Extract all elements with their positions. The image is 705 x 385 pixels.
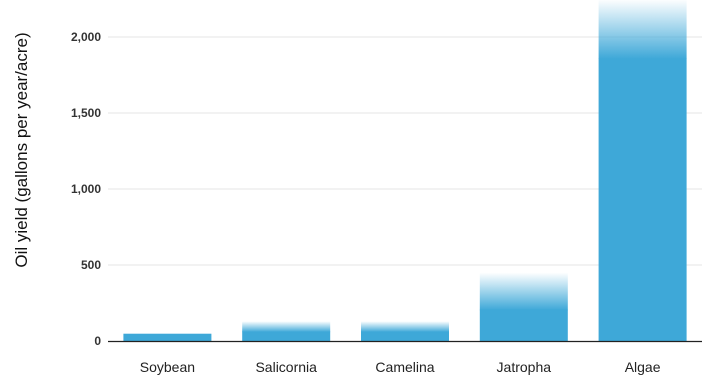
y-tick-label: 1,500: [71, 106, 101, 120]
bar-body: [361, 331, 449, 341]
bar: [479, 272, 568, 341]
bar-fade: [361, 321, 449, 333]
y-tick-label: 2,000: [71, 30, 101, 44]
bar-body: [479, 309, 568, 341]
bar: [598, 0, 687, 341]
bar-body: [598, 58, 687, 341]
y-axis-label: Oil yield (gallons per year/acre): [12, 32, 31, 267]
x-tick-label: Jatropha: [497, 359, 552, 375]
bar: [361, 321, 449, 341]
bar: [242, 321, 331, 341]
bar-body: [242, 331, 331, 341]
bar-fade: [479, 272, 568, 311]
x-tick-labels: Soybean Salicornia Camelina Jatropha Algae: [140, 359, 661, 375]
y-tick-label: 500: [81, 258, 101, 272]
x-tick-label: Soybean: [140, 359, 195, 375]
bar-fade: [242, 321, 331, 333]
x-tick-label: Salicornia: [255, 359, 317, 375]
y-tick-labels: 0 500 1,000 1,500 2,000: [71, 30, 101, 348]
y-tick-label: 1,000: [71, 182, 101, 196]
bar: [123, 333, 212, 341]
bar-fade: [598, 0, 687, 59]
x-tick-label: Camelina: [375, 359, 434, 375]
bars: [123, 0, 687, 341]
y-tick-label: 0: [94, 334, 101, 348]
bar-body: [123, 333, 212, 341]
x-tick-label: Algae: [625, 359, 661, 375]
